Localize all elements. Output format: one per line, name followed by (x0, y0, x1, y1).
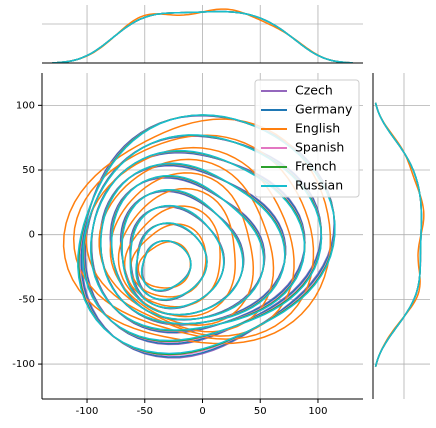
x-tick-label: 100 (308, 406, 327, 417)
kde-contour (129, 204, 225, 309)
kde-contour (89, 149, 306, 331)
legend-label: Czech (295, 83, 333, 98)
x-tick-label: -100 (76, 406, 99, 417)
kde-contour (140, 239, 192, 292)
marginal-kde (52, 10, 353, 64)
kde-contour (135, 222, 208, 301)
y-tick-label: -100 (12, 359, 35, 370)
y-tick-label: -50 (19, 294, 35, 305)
kde-contour (121, 188, 244, 316)
kde-contour (137, 240, 192, 289)
kde-series (62, 118, 332, 345)
x-tick-label: 0 (199, 406, 205, 417)
kde-contour (117, 187, 236, 318)
kde-contour (100, 162, 286, 325)
kde-contour (82, 134, 323, 342)
legend-label: English (295, 121, 340, 136)
kde-contour (98, 158, 275, 333)
y-tick-label: 0 (29, 230, 35, 241)
kde-contour (123, 205, 221, 308)
kde-contour (72, 134, 315, 340)
kde-contour (110, 174, 265, 321)
legend-label: Spanish (295, 140, 344, 155)
y-tick-label: 100 (16, 100, 35, 111)
legend-label: French (295, 159, 337, 174)
legend-label: Russian (295, 178, 343, 193)
x-tick-label: 50 (254, 406, 267, 417)
marginal-kde (374, 102, 423, 367)
y-tick-label: 50 (22, 165, 35, 176)
legend-label: Germany (295, 102, 353, 117)
x-tick-label: -50 (137, 406, 153, 417)
